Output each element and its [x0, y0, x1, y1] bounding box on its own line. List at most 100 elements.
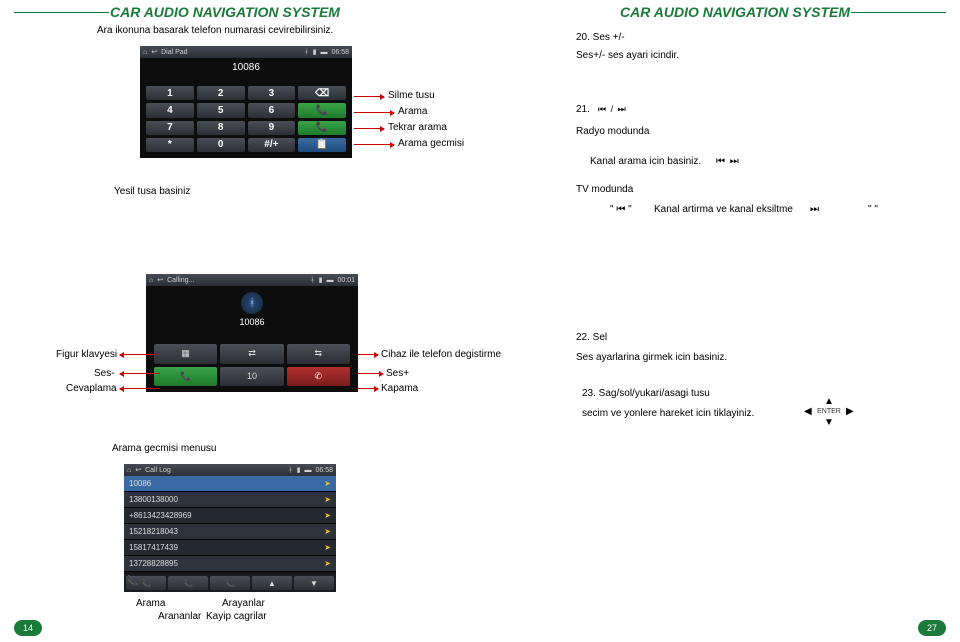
key-1[interactable]: 1	[146, 86, 194, 100]
calllog-time: 06:58	[315, 467, 333, 474]
arrow	[354, 128, 384, 129]
btn-keypad[interactable]: ▦	[154, 344, 217, 364]
dial-icon[interactable]: ➤	[324, 540, 331, 556]
dial-icon[interactable]: ➤	[324, 556, 331, 572]
dialpad-time: 06:58	[331, 49, 349, 56]
log-row[interactable]: 15817417439➤	[124, 540, 336, 556]
log-row[interactable]: 13728828895➤	[124, 556, 336, 572]
key-6[interactable]: 6	[248, 103, 296, 117]
battery-icon: ▬	[326, 277, 333, 284]
calling-time: 00:01	[337, 277, 355, 284]
s20-body: Ses+/- ses ayari icindir.	[576, 50, 679, 61]
calling-controls: ▦ ⇄ ⇆ 📞 10 ✆	[154, 344, 350, 386]
log-row[interactable]: 10086➤	[124, 476, 336, 492]
home-icon[interactable]: ⌂	[143, 49, 147, 56]
dial-icon[interactable]: ➤	[324, 524, 331, 540]
key-9[interactable]: 9	[248, 121, 296, 135]
label-arayanlar: Arayanlar	[222, 598, 265, 609]
log-row[interactable]: 15218218043➤	[124, 524, 336, 540]
key-7[interactable]: 7	[146, 121, 194, 135]
enter-label: ENTER	[812, 408, 846, 415]
rule-right	[851, 12, 946, 13]
arrow	[120, 354, 155, 355]
key-hash[interactable]: #/+	[248, 138, 296, 152]
key-5[interactable]: 5	[197, 103, 245, 117]
btn-swap[interactable]: ⇄	[220, 344, 283, 364]
key-star[interactable]: *	[146, 138, 194, 152]
label-sesm: Ses-	[94, 368, 115, 379]
label-silme: Silme tusu	[388, 90, 435, 101]
page-number-right: 27	[918, 620, 946, 636]
dial-icon[interactable]: ➤	[324, 476, 331, 492]
label-kapama: Kapama	[381, 383, 418, 394]
back-icon[interactable]: ↩	[151, 48, 157, 56]
arrow	[354, 112, 394, 113]
label-arananlar: Arananlar	[158, 611, 201, 622]
arrow	[120, 373, 160, 374]
bt-circle-icon: ᚼ	[241, 292, 263, 314]
dialpad-display: 10086	[140, 58, 352, 73]
label-gecmis: Arama gecmisi	[398, 138, 464, 149]
home-icon[interactable]: ⌂	[149, 277, 153, 284]
key-8[interactable]: 8	[197, 121, 245, 135]
key-4[interactable]: 4	[146, 103, 194, 117]
logbtn-up[interactable]: ▲	[252, 576, 292, 590]
label-tekrar: Tekrar arama	[388, 122, 447, 133]
key-call[interactable]: 📞	[298, 103, 346, 117]
bt-icon: ᚼ	[304, 49, 308, 56]
dialpad-screen: ⌂ ↩ Dial Pad ᚼ ▮ ▬ 06:58 10086 1 2 3 ⌫ 4…	[140, 46, 352, 158]
logbtn-in[interactable]: 📞	[210, 576, 250, 590]
label-arama2: Arama	[136, 598, 165, 609]
tv2c: ⏭	[810, 204, 820, 215]
key-3[interactable]: 3	[248, 86, 296, 100]
signal-icon: ▮	[297, 466, 301, 474]
battery-icon: ▬	[304, 467, 311, 474]
tv2b: Kanal artirma ve kanal eksiltme	[654, 204, 793, 215]
btn-vol[interactable]: 10	[220, 367, 283, 387]
page-header-right: CAR AUDIO NAVIGATION SYSTEM	[620, 4, 850, 20]
arrow	[354, 96, 384, 97]
calllog-topbar: ⌂ ↩ Call Log ᚼ ▮ ▬ 06:58	[124, 464, 336, 476]
log-row[interactable]: 13800138000➤	[124, 492, 336, 508]
logbtn-down[interactable]: ▼	[294, 576, 334, 590]
dial-icon[interactable]: ➤	[324, 508, 331, 524]
dialpad-title: Dial Pad	[161, 49, 187, 56]
btn-answer[interactable]: 📞	[154, 367, 217, 387]
arrow	[358, 388, 378, 389]
btn-hangup[interactable]: ✆	[287, 367, 350, 387]
key-backspace[interactable]: ⌫	[298, 86, 346, 100]
calllog-bottombar: 📞 📞 📞 📞 ▲ ▼	[124, 574, 336, 592]
arrow	[358, 373, 383, 374]
calling-number: 10086	[146, 317, 358, 327]
label-figur: Figur klavyesi	[56, 349, 117, 360]
logbtn-out[interactable]: 📞	[168, 576, 208, 590]
calling-topbar: ⌂ ↩ Calling... ᚼ ▮ ▬ 00:01	[146, 274, 358, 286]
back-icon[interactable]: ↩	[135, 466, 141, 474]
label-cihaz: Cihaz ile telefon degistirme	[381, 349, 501, 360]
home-icon[interactable]: ⌂	[127, 467, 131, 474]
s21-body: Radyo modunda	[576, 126, 649, 137]
logbtn-missed[interactable]: 📞	[126, 576, 138, 587]
s21-title: 21.	[576, 104, 590, 115]
key-0[interactable]: 0	[197, 138, 245, 152]
label-cevap: Cevaplama	[66, 383, 117, 394]
btn-swap2[interactable]: ⇆	[287, 344, 350, 364]
s21-k: Kanal arama icin basiniz.	[590, 156, 701, 167]
key-redial[interactable]: 📞	[298, 121, 346, 135]
dialpad-topbar: ⌂ ↩ Dial Pad ᚼ ▮ ▬ 06:58	[140, 46, 352, 58]
s23-body: secim ve yonlere hareket icin tiklayiniz…	[582, 408, 754, 419]
dial-icon[interactable]: ➤	[324, 492, 331, 508]
signal-icon: ▮	[319, 276, 323, 284]
calllog-title: Call Log	[145, 467, 171, 474]
dialpad-keys: 1 2 3 ⌫ 4 5 6 📞 7 8 9 📞 * 0 #/+ 📋	[146, 86, 346, 152]
arrow	[354, 144, 394, 145]
battery-icon: ▬	[320, 49, 327, 56]
calllog-rows: 10086➤ 13800138000➤ +8613423428969➤ 1521…	[124, 476, 336, 574]
s22-title: 22. Sel	[576, 332, 607, 343]
key-history[interactable]: 📋	[298, 138, 346, 152]
log-row[interactable]: +8613423428969➤	[124, 508, 336, 524]
bt-icon: ᚼ	[310, 277, 314, 284]
key-2[interactable]: 2	[197, 86, 245, 100]
calling-mid: ᚼ 10086	[146, 286, 358, 327]
back-icon[interactable]: ↩	[157, 276, 163, 284]
